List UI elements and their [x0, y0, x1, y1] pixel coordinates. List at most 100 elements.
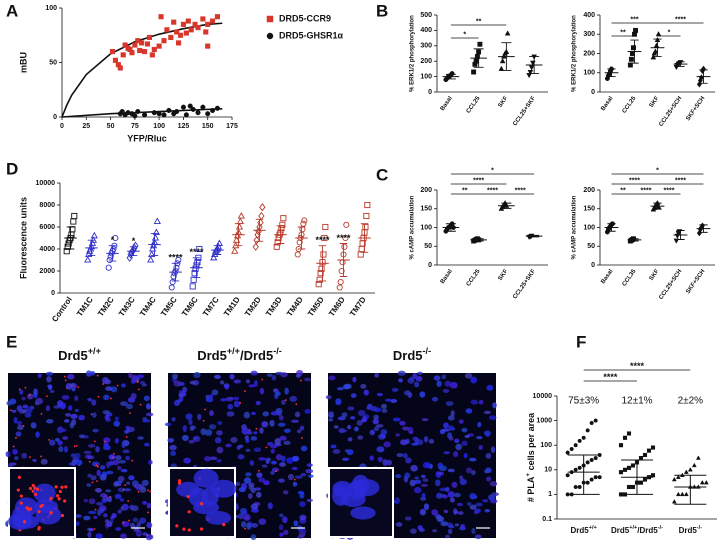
y-tick-label: 50 [587, 243, 595, 250]
point [132, 113, 138, 119]
nucleus [470, 470, 476, 476]
image-title: Drd5-/- [393, 346, 431, 363]
error-bar [630, 238, 639, 242]
inset-nucleus [35, 505, 62, 525]
point [589, 457, 594, 463]
nucleus [46, 376, 52, 383]
nucleus [189, 425, 195, 431]
bracket-label: **** [473, 177, 484, 184]
bracket-label: **** [630, 361, 645, 371]
nucleus [128, 475, 135, 481]
nucleus [357, 435, 364, 440]
inset-pla [182, 527, 186, 531]
y-tick-label: 2000 [39, 268, 55, 275]
inset-pla [187, 528, 191, 532]
pla-signal [122, 488, 125, 491]
nucleus [148, 459, 153, 465]
error-bar [473, 238, 484, 242]
nucleus [454, 438, 460, 443]
panel-letter: D [6, 159, 18, 178]
nucleus [279, 435, 287, 441]
point [671, 499, 677, 504]
nucleus [328, 418, 334, 422]
nucleus [439, 487, 448, 492]
x-tick-label: 175 [226, 123, 238, 130]
point [192, 21, 198, 27]
nucleus [459, 475, 464, 481]
nucleus [256, 472, 263, 478]
point [196, 245, 203, 253]
nucleus [432, 529, 437, 533]
point [628, 56, 634, 62]
nucleus [205, 394, 210, 399]
y-axis-label: % cAMP accumulation [410, 195, 416, 259]
point [679, 491, 685, 497]
nucleus [130, 374, 138, 381]
nucleus [111, 512, 117, 519]
nucleus [115, 455, 122, 461]
nucleus [117, 465, 122, 471]
nucleus [342, 457, 350, 461]
y-tick-label: 0 [428, 89, 432, 96]
inset-pla [54, 485, 58, 489]
pla-signal [24, 386, 27, 389]
inset-pla [199, 527, 204, 531]
point [317, 270, 324, 277]
nucleus [12, 448, 18, 455]
point [151, 233, 160, 241]
y-tick-label: 50 [424, 243, 432, 250]
nucleus [21, 408, 28, 414]
point [164, 27, 170, 33]
pla-signal [97, 465, 99, 468]
nucleus [208, 424, 217, 430]
point [231, 247, 239, 254]
nucleus [421, 493, 426, 498]
point [190, 106, 196, 112]
pla-signal [147, 489, 149, 492]
nucleus [269, 419, 275, 427]
nucleus [248, 482, 255, 488]
nucleus [139, 517, 147, 524]
nucleus [295, 374, 301, 378]
point [137, 47, 143, 54]
nucleus [130, 393, 137, 400]
nucleus [453, 492, 461, 498]
nucleus [45, 405, 51, 412]
nucleus [287, 473, 294, 481]
point [650, 54, 657, 60]
panel-letter: E [6, 332, 17, 351]
scale-bar-label: 20 μm [477, 530, 489, 535]
nucleus [404, 516, 412, 521]
point [180, 21, 186, 27]
image-title-part: -/- [423, 346, 432, 356]
inset-pla [60, 485, 64, 489]
point [565, 473, 570, 478]
nucleus [283, 428, 291, 433]
y-tick-label: 50 [49, 59, 57, 66]
nucleus [209, 410, 214, 416]
nucleus [74, 408, 79, 413]
point [593, 418, 598, 423]
point [342, 234, 349, 242]
nucleus [142, 419, 151, 423]
nucleus [282, 490, 289, 495]
inset-pla [49, 511, 53, 515]
x-tick-label: 150 [202, 123, 214, 130]
pla-signal [93, 440, 96, 443]
point [183, 30, 189, 36]
nucleus [32, 458, 37, 462]
inset-pla [57, 497, 61, 501]
point [301, 217, 308, 224]
nucleus [347, 437, 353, 442]
nucleus [423, 503, 430, 511]
inset-pla [63, 499, 67, 503]
nucleus [396, 453, 404, 458]
inset-pla [177, 479, 182, 483]
x-tick-label: 50 [107, 123, 115, 130]
point [122, 42, 128, 48]
nucleus [137, 436, 144, 440]
nucleus [45, 371, 54, 376]
x-tick-label: Drd5+/+ [571, 525, 598, 535]
x-tick-label: CCL25 [466, 95, 482, 115]
nucleus [413, 486, 422, 494]
